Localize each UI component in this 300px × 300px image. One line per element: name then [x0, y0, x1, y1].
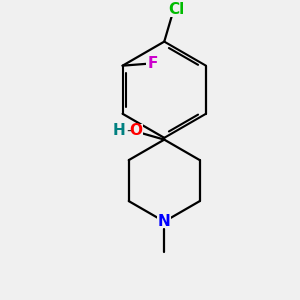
FancyBboxPatch shape	[109, 124, 143, 138]
FancyBboxPatch shape	[146, 57, 160, 71]
Text: N: N	[158, 214, 171, 229]
FancyBboxPatch shape	[165, 2, 188, 17]
Text: -: -	[126, 123, 131, 138]
Text: O: O	[129, 123, 142, 138]
Text: Cl: Cl	[169, 2, 185, 17]
Text: H: H	[112, 123, 125, 138]
Text: F: F	[148, 56, 158, 71]
FancyBboxPatch shape	[157, 215, 171, 228]
